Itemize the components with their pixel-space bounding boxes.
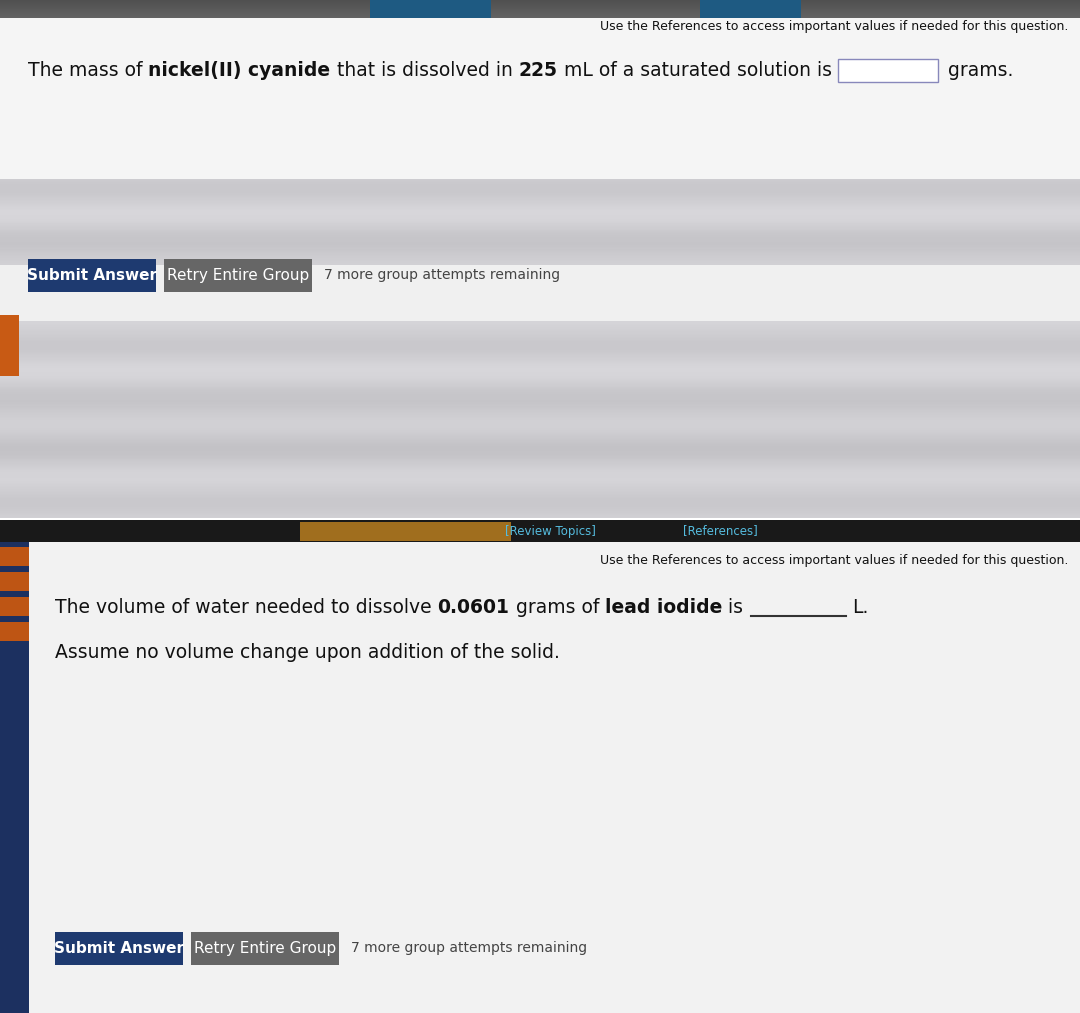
Bar (28, 258, 156, 292)
Text: grams.: grams. (942, 61, 1013, 79)
Text: nickel(II) cyanide: nickel(II) cyanide (149, 61, 330, 79)
Bar (837, 59, 937, 81)
Text: lead iodide: lead iodide (605, 598, 723, 617)
Text: 0.0601: 0.0601 (437, 598, 510, 617)
Text: Submit Answer: Submit Answer (54, 940, 184, 955)
Text: Assume no volume change upon addition of the solid.: Assume no volume change upon addition of… (55, 642, 559, 661)
Text: Use the References to access important values if needed for this question.: Use the References to access important v… (599, 553, 1068, 566)
Text: Submit Answer: Submit Answer (27, 267, 157, 283)
Text: The mass of: The mass of (28, 61, 149, 79)
Bar (55, 932, 183, 964)
Text: is: is (723, 598, 743, 617)
Text: mL of a saturated solution is: mL of a saturated solution is (557, 61, 837, 79)
Text: that is dissolved in: that is dissolved in (330, 61, 518, 79)
Text: grams of: grams of (510, 598, 605, 617)
Text: The volume of water needed to dissolve: The volume of water needed to dissolve (55, 598, 437, 617)
Text: 7 more group attempts remaining: 7 more group attempts remaining (324, 268, 561, 282)
Text: [References]: [References] (683, 525, 757, 538)
Text: [Review Topics]: [Review Topics] (504, 525, 595, 538)
Bar (164, 258, 312, 292)
Text: 225: 225 (518, 61, 557, 79)
Text: L.: L. (852, 598, 868, 617)
Text: Use the References to access important values if needed for this question.: Use the References to access important v… (599, 19, 1068, 32)
Text: 7 more group attempts remaining: 7 more group attempts remaining (351, 941, 588, 955)
Bar (191, 932, 339, 964)
Text: Retry Entire Group: Retry Entire Group (167, 267, 309, 283)
Text: Retry Entire Group: Retry Entire Group (194, 940, 336, 955)
